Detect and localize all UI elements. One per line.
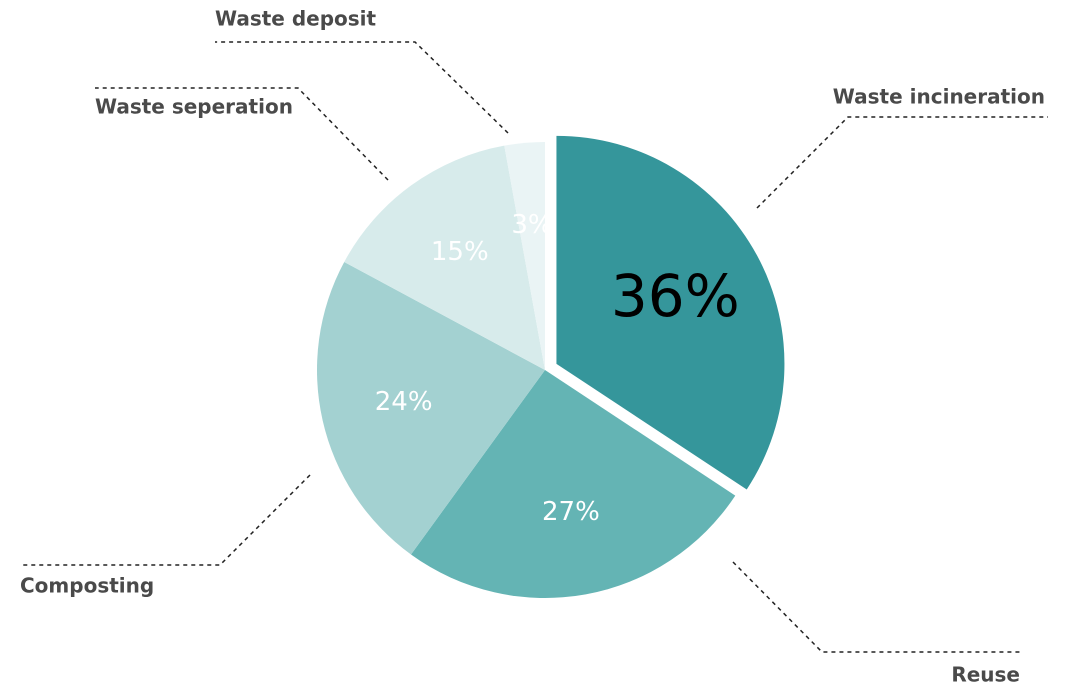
value-label: 27% <box>542 497 600 527</box>
pie-slice <box>410 370 736 598</box>
category-label: Reuse <box>951 663 1020 687</box>
value-label: 24% <box>375 387 433 417</box>
category-label: Waste seperation <box>95 95 293 119</box>
pie-slice <box>504 142 545 370</box>
category-label: Waste deposit <box>215 7 377 31</box>
pie-slice <box>344 145 545 370</box>
pie-slice <box>556 135 785 490</box>
leader-line <box>20 474 311 566</box>
leader-line <box>732 561 1022 653</box>
category-label: Composting <box>20 574 154 598</box>
value-label: 36% <box>611 262 740 330</box>
value-label: 15% <box>431 237 489 267</box>
category-label: Waste incineration <box>833 85 1045 109</box>
leader-line <box>95 87 389 181</box>
value-label: 3% <box>511 210 552 240</box>
leader-line <box>756 116 1048 209</box>
leader-line <box>215 41 509 134</box>
pie-slice <box>317 261 545 555</box>
